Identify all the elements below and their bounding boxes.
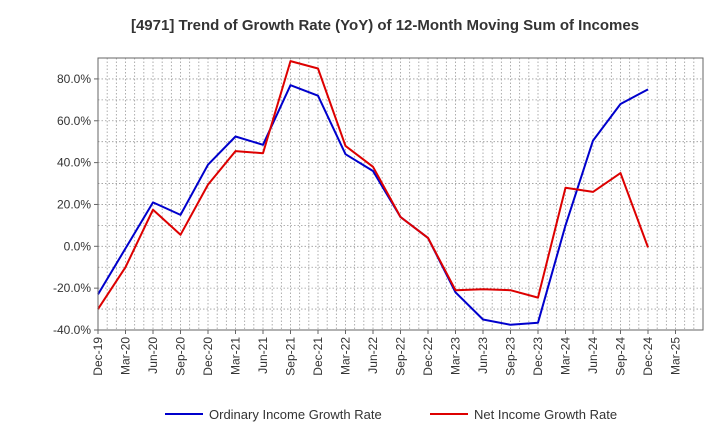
plot-frame [97,57,704,331]
y-tick-label: 40.0% [57,156,91,170]
y-tick-label: -40.0% [53,323,91,337]
plot-area [98,58,703,330]
x-tick-label: Mar-20 [119,337,133,375]
x-tick-label: Dec-21 [311,337,325,376]
x-axis: Dec-19 Mar-20 Jun-20 Sep-20 Dec-20 Mar-21 Jun-… [91,330,683,376]
x-tick-label: Dec-24 [641,337,655,376]
x-tick-label: Mar-24 [559,337,573,375]
x-tick-label: Jun-20 [146,337,160,374]
legend: Ordinary Income Growth Rate Net Income G… [165,407,617,422]
series-lines [97,60,649,326]
y-tick-label: 20.0% [57,197,91,211]
x-tick-label: Mar-21 [229,337,243,375]
x-tick-label: Dec-19 [91,337,105,376]
x-tick-label: Sep-20 [174,337,188,376]
x-tick-label: Sep-23 [504,337,518,376]
x-tick-label: Dec-23 [531,337,545,376]
legend-label-ordinary-income: Ordinary Income Growth Rate [209,407,382,422]
x-tick-label: Sep-21 [284,337,298,376]
y-axis: -40.0% -20.0% 0.0% 20.0% 40.0% 60.0% 80.0% [53,72,98,337]
x-tick-label: Jun-22 [366,337,380,374]
ordinary-income-growth-line [97,84,649,326]
x-tick-label: Sep-22 [394,337,408,376]
legend-label-net-income: Net Income Growth Rate [474,407,617,422]
x-tick-label: Dec-22 [421,337,435,376]
y-tick-label: -20.0% [53,281,91,295]
y-tick-label: 0.0% [64,239,92,253]
x-tick-label: Jun-23 [476,337,490,374]
x-tick-label: Mar-23 [449,337,463,375]
x-tick-label: Sep-24 [614,337,628,376]
x-tick-label: Jun-21 [256,337,270,374]
net-income-growth-line [97,60,649,310]
y-tick-label: 60.0% [57,114,91,128]
x-tick-label: Mar-25 [669,337,683,375]
x-tick-label: Jun-24 [586,337,600,374]
chart-title: [4971] Trend of Growth Rate (YoY) of 12-… [131,17,639,34]
x-tick-label: Dec-20 [201,337,215,376]
x-tick-label: Mar-22 [339,337,353,375]
y-tick-label: 80.0% [57,72,91,86]
